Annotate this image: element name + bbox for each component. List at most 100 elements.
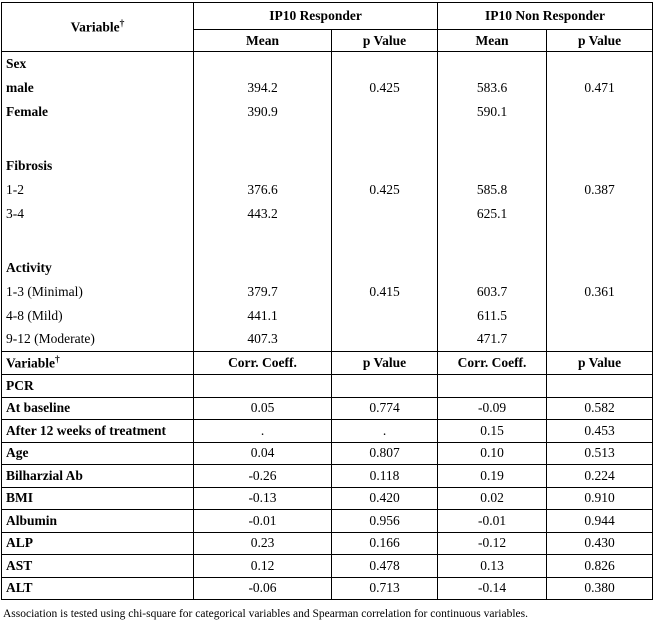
mean-nonresponder-cell xyxy=(437,123,548,154)
row-label-cell: Albumin xyxy=(1,509,194,533)
table-footnote: Association is tested using chi-square f… xyxy=(3,608,528,620)
table-row: 9-12 (Moderate) 407.3 471.7 xyxy=(1,327,653,352)
mean-responder-cell: 379.7 xyxy=(193,279,332,304)
row-label-cell: Female xyxy=(1,99,194,124)
table-row: At baseline 0.05 0.774 -0.09 0.582 xyxy=(1,397,653,420)
table-row: PCR xyxy=(1,374,653,398)
pvalue-nonresponder-cell xyxy=(546,374,653,398)
table-row: male 394.2 0.425 583.6 0.471 xyxy=(1,75,653,100)
pvalue-nonresponder-cell: 0.224 xyxy=(546,464,653,488)
pvalue-responder-cell xyxy=(330,153,439,178)
header-row-groups: Variable† IP10 Responder IP10 Non Respon… xyxy=(1,2,653,52)
row-label-cell: 1-3 (Minimal) xyxy=(1,279,194,304)
variable-header-label: Variable xyxy=(70,19,120,35)
corr-responder-cell: 0.12 xyxy=(193,554,332,578)
pvalue-responder-cell xyxy=(330,303,439,328)
pvalue-responder-cell: 0.420 xyxy=(330,487,439,510)
pvalue-responder-cell xyxy=(330,99,439,124)
row-label-cell: 1-2 xyxy=(1,177,194,202)
pvalue-nonresponder-cell: 0.910 xyxy=(546,487,653,510)
corr-nonresponder-cell: 0.10 xyxy=(437,442,548,465)
mean-responder-cell: 441.1 xyxy=(193,303,332,328)
row-label-cell: AST xyxy=(1,554,194,578)
mean-responder-cell xyxy=(193,123,332,154)
pvalue-responder-cell: 0.713 xyxy=(330,577,439,600)
pvalue-responder-cell: 0.118 xyxy=(330,464,439,488)
table-row: Bilharzial Ab -0.26 0.118 0.19 0.224 xyxy=(1,464,653,488)
pvalue-responder-cell xyxy=(330,225,439,256)
mean-responder-cell xyxy=(193,51,332,76)
mean-responder-cell: 443.2 xyxy=(193,201,332,226)
col-header-mean-responder: Mean xyxy=(193,29,332,52)
table-row: AST 0.12 0.478 0.13 0.826 xyxy=(1,554,653,578)
pvalue-responder-cell: 0.415 xyxy=(330,279,439,304)
spacer-row xyxy=(1,225,653,256)
corr-nonresponder-cell: -0.14 xyxy=(437,577,548,600)
mean-responder-cell: 376.6 xyxy=(193,177,332,202)
mean-nonresponder-cell xyxy=(437,255,548,280)
pvalue-nonresponder-cell xyxy=(546,123,653,154)
corr-nonresponder-cell xyxy=(437,374,548,398)
corr-responder-cell: -0.13 xyxy=(193,487,332,510)
mean-nonresponder-cell xyxy=(437,51,548,76)
col-header-pvalue-nonresponder: p Value xyxy=(546,29,653,52)
table-row: 4-8 (Mild) 441.1 611.5 xyxy=(1,303,653,328)
mean-nonresponder-cell: 603.7 xyxy=(437,279,548,304)
mean-responder-cell: 407.3 xyxy=(193,327,332,352)
pvalue-nonresponder-cell: 0.361 xyxy=(546,279,653,304)
row-label-cell: 3-4 xyxy=(1,201,194,226)
row-label-cell: Bilharzial Ab xyxy=(1,464,194,488)
group-header-responder: IP10 Responder xyxy=(192,2,439,30)
corr-nonresponder-cell: 0.02 xyxy=(437,487,548,510)
row-label-cell: Age xyxy=(1,442,194,465)
corr-responder-cell: -0.01 xyxy=(193,509,332,533)
row-label-cell: ALT xyxy=(1,577,194,600)
col-header-mean-nonresponder: Mean xyxy=(437,29,548,52)
pvalue-responder-cell xyxy=(330,255,439,280)
row-label-cell: At baseline xyxy=(1,397,194,420)
pvalue-responder-cell xyxy=(330,51,439,76)
variable-header2-label: Variable xyxy=(6,355,56,371)
mean-nonresponder-cell: 585.8 xyxy=(437,177,548,202)
corr-responder-cell: -0.26 xyxy=(193,464,332,488)
spacer-row xyxy=(1,123,653,154)
table-row: Sex xyxy=(1,51,653,76)
table-row: ALT -0.06 0.713 -0.14 0.380 xyxy=(1,577,653,600)
mean-responder-cell xyxy=(193,153,332,178)
pvalue-nonresponder-cell: 0.471 xyxy=(546,75,653,100)
results-table: Variable† IP10 Responder IP10 Non Respon… xyxy=(1,2,653,600)
mean-nonresponder-cell: 590.1 xyxy=(437,99,548,124)
corr-responder-cell: -0.06 xyxy=(193,577,332,600)
row-label-cell: male xyxy=(1,75,194,100)
corr-nonresponder-cell: 0.15 xyxy=(437,419,548,443)
row-label-cell xyxy=(1,225,194,256)
corr-responder-cell: . xyxy=(193,419,332,443)
pvalue-nonresponder-cell: 0.430 xyxy=(546,532,653,555)
row-label-cell: 9-12 (Moderate) xyxy=(1,327,194,352)
corr-nonresponder-cell: 0.13 xyxy=(437,554,548,578)
pvalue-nonresponder-cell xyxy=(546,255,653,280)
header-row-stats: Mean p Value Mean p Value xyxy=(2,29,653,52)
row-label-cell: After 12 weeks of treatment xyxy=(1,419,194,443)
pvalue-responder-cell xyxy=(330,123,439,154)
mean-responder-cell: 390.9 xyxy=(193,99,332,124)
table-row: Female 390.9 590.1 xyxy=(1,99,653,124)
mean-nonresponder-cell: 583.6 xyxy=(437,75,548,100)
corr-nonresponder-cell: -0.12 xyxy=(437,532,548,555)
mean-responder-cell xyxy=(193,255,332,280)
pvalue-nonresponder-cell xyxy=(546,303,653,328)
pvalue-nonresponder-cell: 0.944 xyxy=(546,509,653,533)
table-row: Age 0.04 0.807 0.10 0.513 xyxy=(1,442,653,465)
pvalue-responder-cell xyxy=(330,201,439,226)
col-header-pvalue-responder: p Value xyxy=(330,29,439,52)
corr-responder-cell: 0.04 xyxy=(193,442,332,465)
row-label-cell: Fibrosis xyxy=(1,153,194,178)
row-label-cell: 4-8 (Mild) xyxy=(1,303,194,328)
pvalue-responder-cell: 0.425 xyxy=(330,75,439,100)
row-label-cell: BMI xyxy=(1,487,194,510)
pvalue-nonresponder-cell xyxy=(546,327,653,352)
row-label-cell xyxy=(1,123,194,154)
table-row: 3-4 443.2 625.1 xyxy=(1,201,653,226)
corr-nonresponder-cell: -0.01 xyxy=(437,509,548,533)
